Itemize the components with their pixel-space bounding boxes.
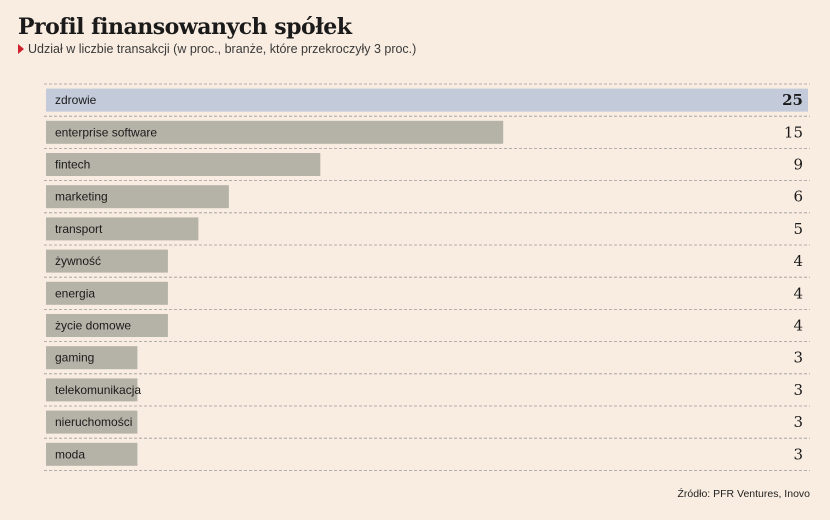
bar-6 [46, 281, 168, 305]
category-label: fintech [55, 158, 90, 172]
category-label: moda [55, 447, 85, 461]
category-label: nieruchomości [55, 415, 132, 429]
value-label: 6 [793, 188, 803, 206]
value-label: 9 [793, 156, 803, 174]
chart-subtitle: Udział w liczbie transakcji (w proc., br… [18, 42, 416, 56]
bar-7 [46, 314, 168, 337]
subtitle-text: Udział w liczbie transakcji (w proc., br… [28, 42, 417, 56]
category-label: gaming [55, 351, 94, 365]
value-label: 3 [793, 349, 803, 367]
value-label: 15 [784, 123, 803, 141]
bar-4 [46, 217, 199, 241]
bar-1 [46, 120, 504, 144]
bar-5 [46, 249, 168, 273]
category-label: żywność [55, 254, 101, 268]
value-label: 3 [793, 381, 803, 399]
category-label: zdrowie [55, 93, 97, 107]
category-label: telekomunikacja [55, 383, 141, 397]
bar-9 [46, 378, 138, 402]
value-label: 3 [793, 413, 803, 431]
category-label: marketing [55, 190, 108, 204]
category-label: transport [55, 222, 103, 236]
bar-2 [46, 153, 321, 176]
category-label: energia [55, 286, 95, 300]
value-label: 3 [793, 445, 803, 463]
source-note: Źródło: PFR Ventures, Inovo [677, 488, 810, 500]
bar-10 [46, 410, 138, 434]
bar-chart: zdrowie 25 enterprise software 15 fintech 9 ma… [44, 83, 810, 471]
bar-3 [46, 185, 229, 209]
value-label: 5 [793, 220, 803, 238]
value-label: 4 [793, 317, 803, 335]
red-triangle-icon [18, 44, 24, 54]
value-label: 4 [793, 284, 803, 302]
chart-title: Profil finansowanych spółek [18, 14, 352, 40]
bar-11 [46, 442, 138, 466]
bar-8 [46, 346, 138, 370]
bar-0 [46, 88, 808, 112]
value-label: 25 [782, 91, 803, 109]
value-label: 4 [793, 252, 803, 270]
category-label: enterprise software [55, 125, 157, 139]
category-label: życie domowe [55, 319, 131, 333]
